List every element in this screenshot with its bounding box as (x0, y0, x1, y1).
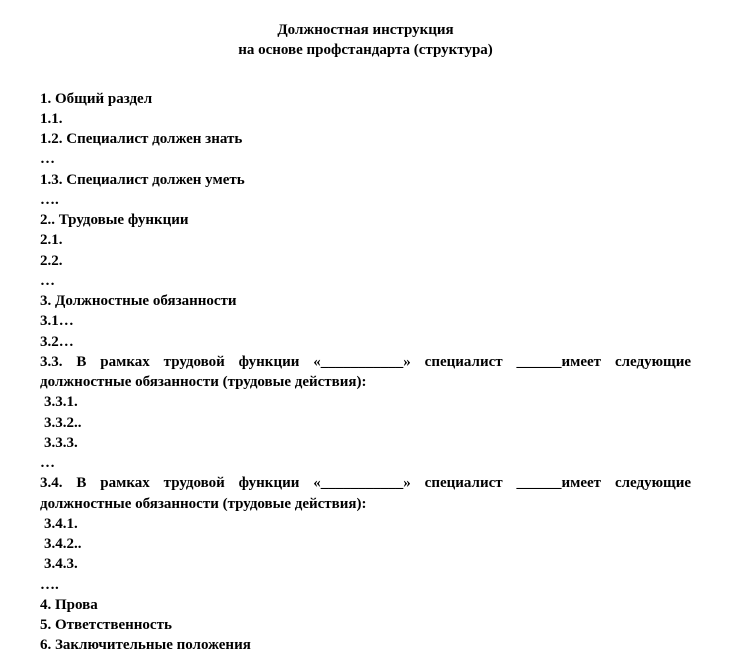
body-line: 3. Должностные обязанности (40, 291, 691, 311)
body-line: 3.3.3. (40, 433, 691, 453)
body-line: … (40, 453, 691, 473)
body-line: 2.2. (40, 251, 691, 271)
body-line: 1. Общий раздел (40, 89, 691, 109)
body-line: 6. Заключительные положения (40, 635, 691, 655)
body-line: … (40, 271, 691, 291)
document-body: 1. Общий раздел 1.1. 1.2. Специалист дол… (40, 89, 691, 656)
body-line: 3.4.2.. (40, 534, 691, 554)
title-line-1: Должностная инструкция (40, 20, 691, 40)
title-line-2: на основе профстандарта (структура) (40, 40, 691, 60)
body-line: 3.4.3. (40, 554, 691, 574)
section-3-4-line2: должностные обязанности (трудовые действ… (40, 494, 691, 514)
body-line: 3.3.1. (40, 392, 691, 412)
section-3-3-line1: 3.3. В рамках трудовой функции «________… (40, 352, 691, 372)
body-line: 1.2. Специалист должен знать (40, 129, 691, 149)
body-line: 3.3.2.. (40, 413, 691, 433)
body-line: 1.1. (40, 109, 691, 129)
document-title: Должностная инструкция на основе профста… (40, 20, 691, 61)
body-line: 3.2… (40, 332, 691, 352)
body-line: … (40, 149, 691, 169)
body-line: 3.1… (40, 311, 691, 331)
body-line: 1.3. Специалист должен уметь (40, 170, 691, 190)
body-line: 3.4.1. (40, 514, 691, 534)
section-3-4-line1: 3.4. В рамках трудовой функции «________… (40, 473, 691, 493)
body-line: 2.. Трудовые функции (40, 210, 691, 230)
body-line: 4. Прова (40, 595, 691, 615)
body-line: 5. Ответственность (40, 615, 691, 635)
section-3-3-line2: должностные обязанности (трудовые действ… (40, 372, 691, 392)
body-line: …. (40, 190, 691, 210)
body-line: …. (40, 575, 691, 595)
body-line: 2.1. (40, 230, 691, 250)
